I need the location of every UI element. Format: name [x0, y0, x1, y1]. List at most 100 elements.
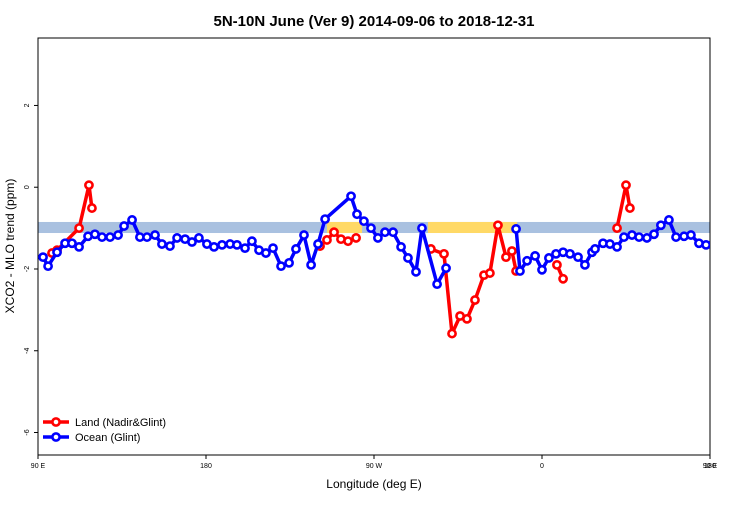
data-point	[322, 235, 332, 245]
plot-area	[38, 180, 710, 339]
data-point	[701, 239, 710, 250]
data-point	[686, 230, 696, 240]
data-point	[417, 223, 427, 234]
data-point	[217, 239, 227, 250]
data-point	[522, 255, 532, 266]
data-point	[380, 227, 390, 238]
data-point	[388, 227, 398, 238]
data-point	[537, 264, 547, 275]
data-point	[43, 261, 53, 272]
data-point	[172, 233, 182, 243]
data-point	[544, 253, 554, 263]
data-point	[268, 243, 278, 254]
data-point	[299, 230, 309, 240]
data-point	[291, 244, 301, 254]
data-point	[403, 253, 413, 263]
legend-marker	[51, 417, 61, 427]
data-point	[165, 241, 175, 251]
data-point	[552, 259, 562, 270]
data-point	[67, 238, 77, 249]
data-point	[284, 257, 294, 268]
data-point	[507, 246, 517, 256]
data-point	[373, 233, 383, 243]
data-point	[511, 224, 521, 234]
data-point	[38, 252, 48, 263]
data-point	[612, 223, 622, 234]
data-point	[343, 236, 353, 247]
data-point	[113, 230, 123, 240]
data-point	[573, 252, 583, 263]
chart-title: 5N-10N June (Ver 9) 2014-09-06 to 2018-1…	[213, 13, 534, 30]
data-point	[232, 239, 242, 250]
data-point	[313, 239, 323, 249]
data-point	[649, 229, 659, 240]
data-point	[150, 230, 160, 240]
data-point	[187, 237, 197, 247]
legend-marker	[51, 432, 61, 442]
data-point	[396, 242, 406, 252]
data-point	[97, 232, 107, 242]
data-point	[209, 242, 219, 252]
data-point	[656, 220, 666, 231]
data-point	[84, 180, 94, 191]
data-point	[565, 248, 575, 259]
x-tick-label: 0	[540, 463, 544, 470]
band-highlight	[326, 221, 363, 234]
data-point	[447, 328, 457, 339]
data-point	[247, 236, 257, 247]
x-tick-label: 90 E	[31, 463, 46, 470]
data-point	[329, 227, 339, 238]
data-point	[634, 232, 644, 242]
data-point	[462, 313, 472, 324]
data-point	[359, 216, 369, 227]
data-point	[625, 203, 635, 213]
legend-label: Land (Nadir&Glint)	[75, 417, 166, 429]
data-point	[530, 251, 540, 261]
y-tick-label: 0	[24, 185, 31, 189]
data-point	[261, 248, 271, 258]
data-point	[515, 266, 525, 276]
data-point	[485, 268, 495, 278]
data-point	[664, 215, 674, 225]
y-tick-label: -6	[24, 429, 31, 435]
data-point	[558, 273, 568, 284]
data-point	[119, 221, 129, 231]
data-point	[74, 223, 84, 234]
data-point	[142, 232, 152, 242]
data-point	[105, 232, 115, 242]
series-line	[51, 183, 632, 336]
data-point	[52, 247, 62, 258]
data-point	[346, 191, 356, 202]
data-point	[127, 215, 137, 225]
data-point	[276, 261, 286, 272]
data-point	[74, 242, 84, 252]
y-tick-label: -4	[24, 348, 31, 354]
data-point	[157, 239, 167, 249]
data-point	[501, 252, 511, 263]
data-point	[441, 263, 451, 274]
data-point	[87, 203, 97, 213]
data-point	[411, 266, 421, 277]
legend-label: Ocean (Glint)	[75, 432, 140, 444]
data-point	[493, 220, 503, 231]
x-tick-label: 180	[704, 463, 716, 470]
data-point	[671, 232, 681, 242]
data-point	[352, 209, 362, 220]
data-point	[612, 242, 622, 252]
x-axis-label: Longitude (deg E)	[326, 477, 421, 491]
data-point	[366, 223, 376, 234]
y-axis-label: XCO2 - MLO trend (ppm)	[3, 179, 17, 314]
data-point	[306, 259, 316, 270]
x-tick-label: 90 W	[366, 463, 383, 470]
y-tick-label: -2	[24, 266, 31, 272]
x-tick-label: 180	[200, 463, 212, 470]
data-point	[439, 248, 449, 259]
data-point	[590, 244, 600, 254]
y-tick-label: 2	[24, 103, 31, 107]
x-tick-label: 90 E	[703, 463, 718, 470]
data-point	[621, 180, 631, 191]
data-point	[642, 233, 652, 243]
data-point	[351, 233, 361, 243]
data-point	[619, 232, 629, 242]
